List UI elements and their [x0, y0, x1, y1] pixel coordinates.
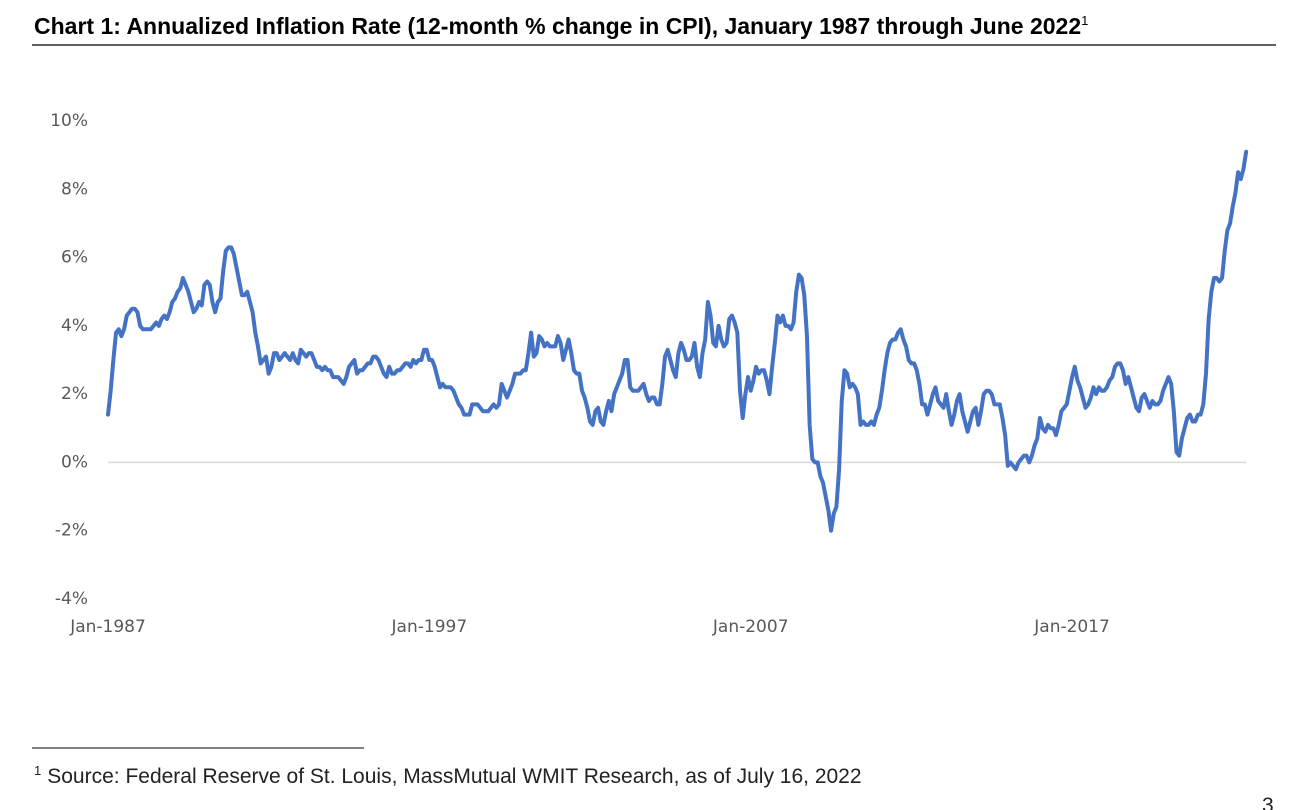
inflation-line	[106, 149, 1249, 533]
footnote-marker: 1	[34, 763, 41, 778]
y-tick-label: -4%	[55, 589, 88, 609]
y-tick-label: 4%	[61, 316, 88, 336]
x-tick-label: Jan-2007	[712, 617, 789, 637]
y-tick-label: 6%	[61, 248, 88, 268]
chart-title: Chart 1: Annualized Inflation Rate (12-m…	[34, 13, 1088, 39]
y-tick-label: -2%	[55, 521, 88, 541]
x-tick-label: Jan-2017	[1033, 617, 1110, 637]
y-tick-label: 8%	[61, 179, 88, 199]
page-number: 3	[1262, 794, 1274, 810]
y-tick-label: 0%	[61, 452, 88, 472]
title-marker: 1	[1081, 13, 1088, 28]
title-text: Chart 1: Annualized Inflation Rate (12-m…	[34, 13, 1081, 39]
x-tick-label: Jan-1997	[391, 617, 468, 637]
footnote-text: Source: Federal Reserve of St. Louis, Ma…	[47, 765, 861, 788]
y-tick-label: 2%	[61, 384, 88, 404]
x-tick-label: Jan-1987	[69, 617, 146, 637]
footnote: 1 Source: Federal Reserve of St. Louis, M…	[34, 763, 862, 788]
y-tick-label: 10%	[50, 111, 88, 131]
